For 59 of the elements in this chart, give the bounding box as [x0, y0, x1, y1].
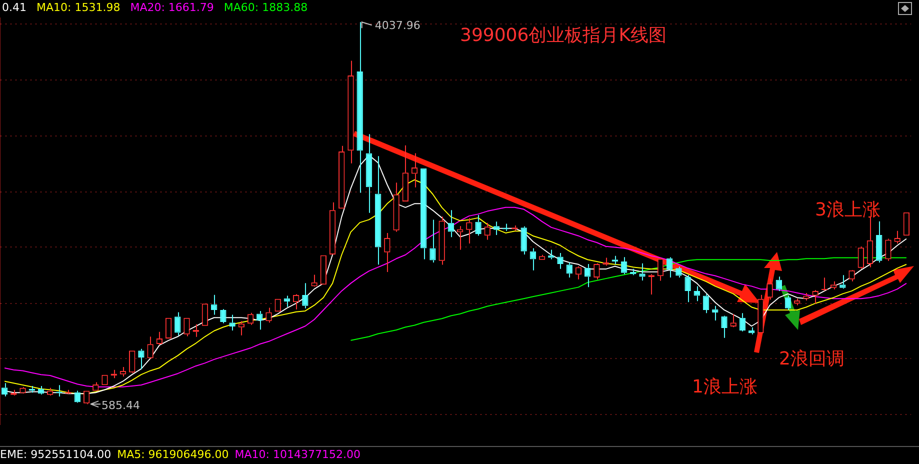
candlestick: [384, 232, 390, 273]
candlestick: [147, 336, 154, 358]
candlestick: [184, 318, 190, 337]
candlestick: [430, 219, 436, 264]
candlestick: [393, 182, 400, 232]
candlestick: [338, 145, 345, 209]
candlestick: [657, 257, 664, 282]
text: MA5: 961906496.00: [117, 448, 229, 461]
candlestick: [876, 220, 882, 264]
candlestick: [229, 314, 236, 332]
text: 0.41: [2, 1, 26, 14]
candlestick: [348, 60, 354, 164]
candlestick: [302, 282, 308, 309]
candlestick: [885, 238, 892, 262]
candlestick: [666, 256, 673, 278]
candlestick: [329, 202, 336, 255]
candlestick: [676, 266, 682, 278]
candlestick: [402, 144, 408, 202]
candlestick: [120, 366, 126, 377]
annotation: 4037.96: [374, 18, 420, 32]
candlestick: [620, 256, 628, 275]
candlestick: [639, 262, 646, 282]
annotation: 585.44: [102, 398, 140, 412]
candlestick: [493, 221, 500, 236]
candlestick: [174, 312, 181, 336]
candlestick: [238, 320, 245, 336]
candlestick: [548, 249, 554, 260]
candlestick: [311, 274, 318, 286]
annotation: 1浪上涨: [692, 376, 758, 398]
candlestick: [210, 294, 218, 316]
candlestick: [803, 292, 810, 301]
candlestick: [438, 216, 445, 266]
candlestick: [739, 312, 746, 332]
candlestick: [83, 390, 90, 404]
chart-title: 399006创业板指月K线图: [460, 24, 667, 47]
text: EME: 952551104.00: [0, 448, 112, 461]
candlestick: [721, 316, 728, 338]
candlestick: [594, 264, 600, 280]
candlestick: [758, 294, 764, 334]
candlestick: [374, 156, 382, 266]
text: MA10: 1531.98: [36, 1, 120, 14]
candlestick: [858, 246, 864, 270]
candlestick: [840, 274, 846, 290]
annotation: 3浪上涨: [815, 200, 880, 221]
candlestick: [766, 278, 773, 300]
candlestick: [366, 134, 372, 214]
text: MA60: 1883.88: [224, 1, 308, 14]
candlestick: [830, 280, 837, 290]
candlestick: [702, 294, 710, 314]
candlestick: [356, 22, 363, 194]
candlestick: [456, 226, 464, 250]
annotation: 2浪回调: [779, 348, 844, 370]
candlestick: [220, 308, 226, 324]
text: MA20: 1661.79: [130, 1, 214, 14]
text: MA10: 1014377152.00: [234, 448, 360, 461]
candlestick: [784, 295, 792, 310]
candlestick: [684, 274, 691, 303]
candlestick: [866, 216, 874, 268]
candlestick: [475, 214, 482, 236]
